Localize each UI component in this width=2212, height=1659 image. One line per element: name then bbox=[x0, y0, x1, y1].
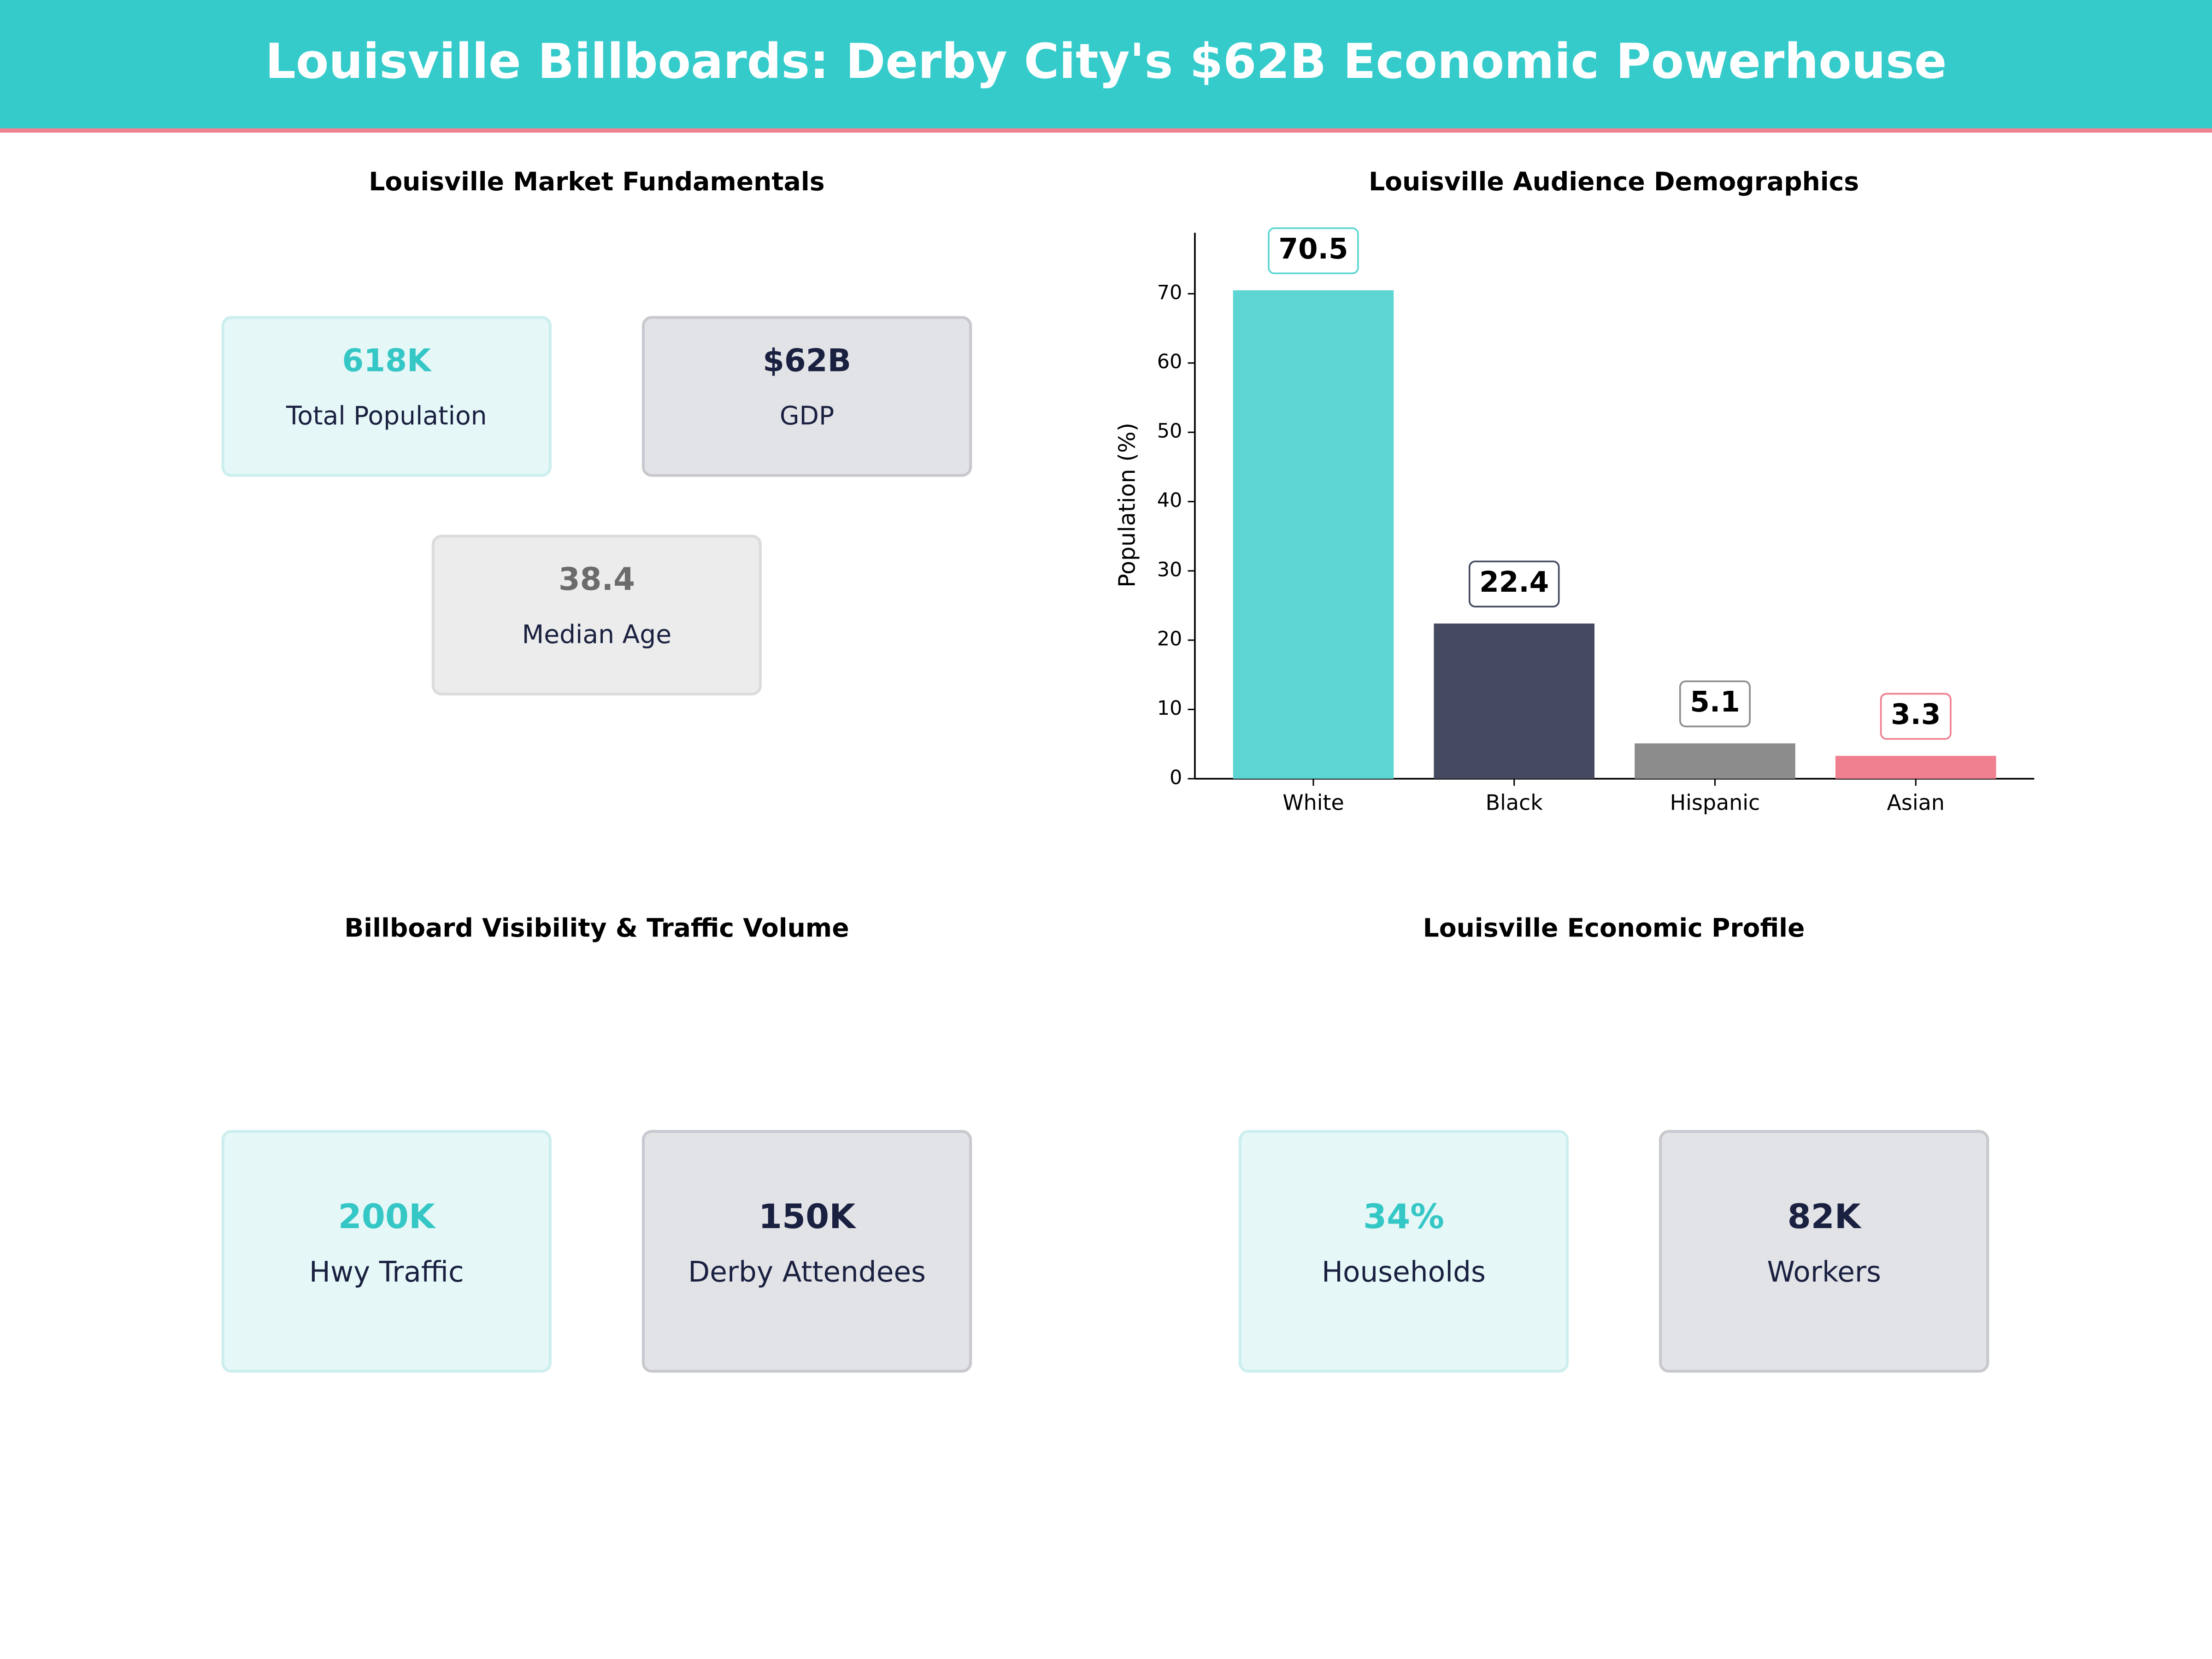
data-label-box bbox=[1679, 680, 1751, 728]
kpi-card: 618K Total Population bbox=[221, 316, 552, 477]
kpi-card: 34% Households bbox=[1238, 1130, 1569, 1373]
page-title: Louisville Billboards: Derby City's $62B… bbox=[265, 33, 1947, 89]
card-value: 150K bbox=[759, 1197, 857, 1236]
data-label-box bbox=[1268, 227, 1359, 274]
card-box bbox=[221, 1130, 552, 1373]
bar bbox=[1835, 756, 1996, 779]
y-tick-label: 70 bbox=[1157, 281, 1182, 304]
panel-title: Louisville Market Fundamentals bbox=[369, 167, 824, 196]
kpi-card: 38.4 Median Age bbox=[431, 535, 762, 696]
card-label: Median Age bbox=[522, 620, 671, 649]
panel-title: Louisville Economic Profile bbox=[1423, 913, 1805, 942]
card-label: Workers bbox=[1767, 1256, 1881, 1288]
bar bbox=[1635, 743, 1795, 779]
data-label-box bbox=[1468, 560, 1560, 608]
y-tick-label: 20 bbox=[1157, 628, 1182, 651]
y-tick-label: 50 bbox=[1157, 420, 1182, 443]
card-label: Total Population bbox=[286, 401, 487, 430]
card-value: 38.4 bbox=[559, 561, 635, 597]
x-tick-label: Hispanic bbox=[1670, 790, 1760, 815]
card-label: Hwy Traffic bbox=[309, 1256, 464, 1288]
data-label: 70.5 bbox=[1278, 233, 1348, 265]
kpi-card: 150K Derby Attendees bbox=[641, 1130, 972, 1373]
bar bbox=[1233, 290, 1394, 779]
y-axis-label: Population (%) bbox=[1114, 423, 1140, 588]
header-rule bbox=[0, 128, 2212, 133]
card-value: 618K bbox=[342, 342, 432, 378]
card-box bbox=[431, 535, 762, 696]
kpi-card: 200K Hwy Traffic bbox=[221, 1130, 552, 1373]
kpi-card: 82K Workers bbox=[1659, 1130, 1989, 1373]
card-label: GDP bbox=[780, 401, 834, 430]
y-tick-label: 40 bbox=[1157, 489, 1182, 512]
card-value: 34% bbox=[1363, 1197, 1444, 1236]
card-value: $62B bbox=[763, 342, 851, 378]
bar-chart: 0 10 20 30 40 50 60 70 White 70.5 Black 22.4 Hispani… bbox=[1157, 227, 2035, 815]
card-box bbox=[641, 316, 972, 477]
card-box bbox=[221, 316, 552, 477]
kpi-card: $62B GDP bbox=[641, 316, 972, 477]
card-box bbox=[1659, 1130, 1989, 1373]
data-label: 3.3 bbox=[1891, 698, 1941, 731]
card-box bbox=[641, 1130, 972, 1373]
y-tick-label: 30 bbox=[1157, 558, 1182, 581]
card-label: Households bbox=[1322, 1256, 1486, 1288]
card-value: 82K bbox=[1788, 1197, 1862, 1236]
data-label: 22.4 bbox=[1479, 566, 1549, 599]
card-label: Derby Attendees bbox=[688, 1256, 926, 1288]
x-tick-label: White bbox=[1282, 790, 1344, 815]
y-tick-label: 60 bbox=[1157, 350, 1182, 373]
card-box bbox=[1238, 1130, 1569, 1373]
data-label: 5.1 bbox=[1690, 686, 1740, 718]
x-tick-label: Asian bbox=[1887, 790, 1945, 815]
header-bar bbox=[0, 0, 2212, 129]
bar bbox=[1434, 624, 1594, 779]
chart-title: Louisville Audience Demographics bbox=[1369, 167, 1859, 196]
card-value: 200K bbox=[338, 1197, 436, 1236]
x-tick-label: Black bbox=[1486, 790, 1543, 815]
panel-title: Billboard Visibility & Traffic Volume bbox=[344, 913, 849, 942]
y-tick-label: 10 bbox=[1157, 697, 1182, 720]
y-tick-label: 0 bbox=[1170, 766, 1182, 789]
data-label-box bbox=[1880, 693, 1952, 740]
